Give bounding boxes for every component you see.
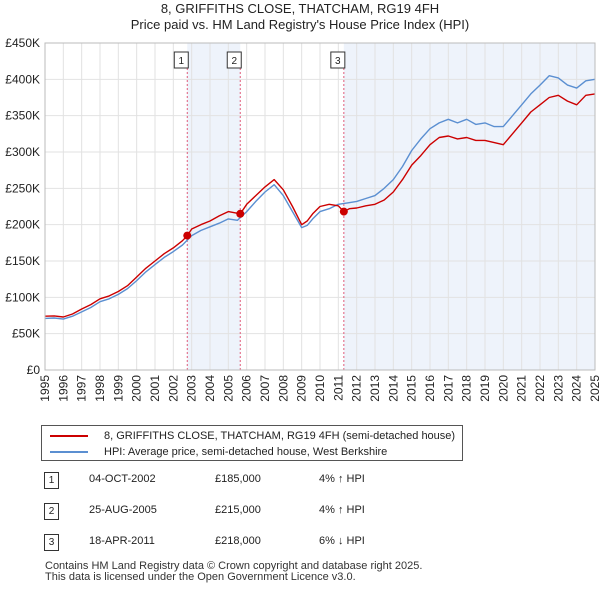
- sale-marker-badge: 2: [44, 503, 59, 520]
- sale-row: 1 04-OCT-2002 £185,000 4% ↑ HPI: [41, 472, 541, 490]
- sale-marker-box: [226, 51, 242, 69]
- x-tick-label: 1997: [75, 375, 89, 402]
- x-tick-label: 2023: [551, 375, 565, 402]
- x-tick-label: 2000: [130, 375, 144, 402]
- y-tick-label: £100K: [5, 290, 40, 304]
- x-tick-label: 2021: [515, 375, 529, 402]
- chart-subtitle: Price paid vs. HM Land Registry's House …: [130, 17, 470, 32]
- sale-marker-label: 1: [178, 56, 184, 67]
- legend-label-property: 8, GRIFFITHS CLOSE, THATCHAM, RG19 4FH (…: [104, 430, 456, 442]
- x-tick-label: 2007: [258, 375, 272, 402]
- x-tick-label: 2003: [185, 375, 199, 402]
- sale-row: 3 18-APR-2011 £218,000 6% ↓ HPI: [41, 534, 541, 552]
- sale-hpi-diff: 4% ↑ HPI: [319, 473, 365, 485]
- y-tick-label: £300K: [5, 145, 40, 159]
- x-tick-label: 1998: [93, 375, 107, 402]
- y-tick-label: £150K: [5, 254, 40, 268]
- series-line-property: [44, 93, 596, 318]
- sale-marker-badge: 1: [44, 472, 59, 489]
- x-tick-label: 1995: [38, 375, 52, 402]
- sale-hpi-diff: 6% ↓ HPI: [319, 535, 365, 547]
- x-tick-label: 2018: [460, 375, 474, 402]
- plot-frame: [44, 42, 596, 371]
- sale-price: £218,000: [215, 535, 261, 547]
- sale-marker-box: [173, 51, 189, 69]
- sale-hpi-diff: 4% ↑ HPI: [319, 504, 365, 516]
- price-chart: 1 2 3 £0 £50K £100K £150K £200K £250K £300K £350K £…: [5, 36, 600, 402]
- x-tick-label: 2020: [496, 375, 510, 402]
- sale-price: £185,000: [215, 473, 261, 485]
- x-tick-label: 2016: [423, 375, 437, 402]
- x-tick-label: 1999: [111, 375, 125, 402]
- y-tick-label: £350K: [5, 109, 40, 123]
- legend-item-property: 8, GRIFFITHS CLOSE, THATCHAM, RG19 4FH (…: [50, 428, 455, 444]
- sale-marker-badge: 3: [44, 534, 59, 551]
- footer-licence: This data is licensed under the Open Gov…: [45, 571, 356, 583]
- x-tick-label: 2015: [405, 375, 419, 402]
- shaded-period: [343, 43, 595, 370]
- x-tick-label: 1996: [56, 375, 70, 402]
- x-tick-label: 2008: [276, 375, 290, 402]
- x-tick-label: 2001: [148, 375, 162, 402]
- sale-marker-box: [330, 51, 346, 69]
- sale-date: 18-APR-2011: [89, 535, 155, 547]
- sale-date: 25-AUG-2005: [89, 504, 157, 516]
- x-tick-label: 2017: [441, 375, 455, 402]
- x-tick-label: 2014: [386, 375, 400, 402]
- legend-label-hpi: HPI: Average price, semi-detached house,…: [104, 446, 388, 458]
- x-tick-label: 2013: [368, 375, 382, 402]
- x-tick-label: 2006: [240, 375, 254, 402]
- chart-title: 8, GRIFFITHS CLOSE, THATCHAM, RG19 4FH: [160, 1, 440, 16]
- footer: Contains HM Land Registry data © Crown c…: [45, 561, 422, 583]
- legend-swatch-property: [50, 435, 88, 438]
- sale-date: 04-OCT-2002: [89, 473, 156, 485]
- x-tick-label: 2012: [350, 375, 364, 402]
- y-tick-label: £200K: [5, 218, 40, 232]
- x-tick-label: 2011: [331, 375, 345, 401]
- sale-point: [236, 209, 245, 218]
- series-line-hpi: [44, 74, 596, 320]
- y-tick-label: £0: [27, 363, 41, 377]
- x-tick-label: 2025: [588, 375, 600, 402]
- chart-title-block: 8, GRIFFITHS CLOSE, THATCHAM, RG19 4FH P…: [0, 1, 600, 33]
- x-tick-label: 2024: [570, 375, 584, 402]
- sale-point: [183, 231, 192, 240]
- sale-marker-label: 2: [231, 56, 237, 67]
- y-tick-label: £450K: [5, 36, 40, 50]
- x-tick-label: 2022: [533, 375, 547, 402]
- x-tick-label: 2004: [203, 375, 217, 402]
- footer-copyright: Contains HM Land Registry data © Crown c…: [45, 560, 423, 572]
- sale-point: [339, 207, 348, 216]
- x-tick-label: 2005: [221, 375, 235, 402]
- y-tick-label: £250K: [5, 181, 40, 195]
- sale-row: 2 25-AUG-2005 £215,000 4% ↑ HPI: [41, 503, 541, 521]
- sale-marker-label: 3: [335, 56, 341, 67]
- shaded-period: [187, 43, 241, 370]
- y-tick-label: £400K: [5, 72, 40, 86]
- chart-legend: 8, GRIFFITHS CLOSE, THATCHAM, RG19 4FH (…: [41, 425, 463, 461]
- legend-swatch-hpi: [50, 451, 88, 454]
- x-tick-label: 2009: [295, 375, 309, 402]
- x-tick-label: 2019: [478, 375, 492, 402]
- y-tick-label: £50K: [12, 327, 40, 341]
- legend-item-hpi: HPI: Average price, semi-detached house,…: [50, 444, 387, 460]
- x-tick-label: 2002: [166, 375, 180, 402]
- x-tick-label: 2010: [313, 375, 327, 402]
- sale-price: £215,000: [215, 504, 261, 516]
